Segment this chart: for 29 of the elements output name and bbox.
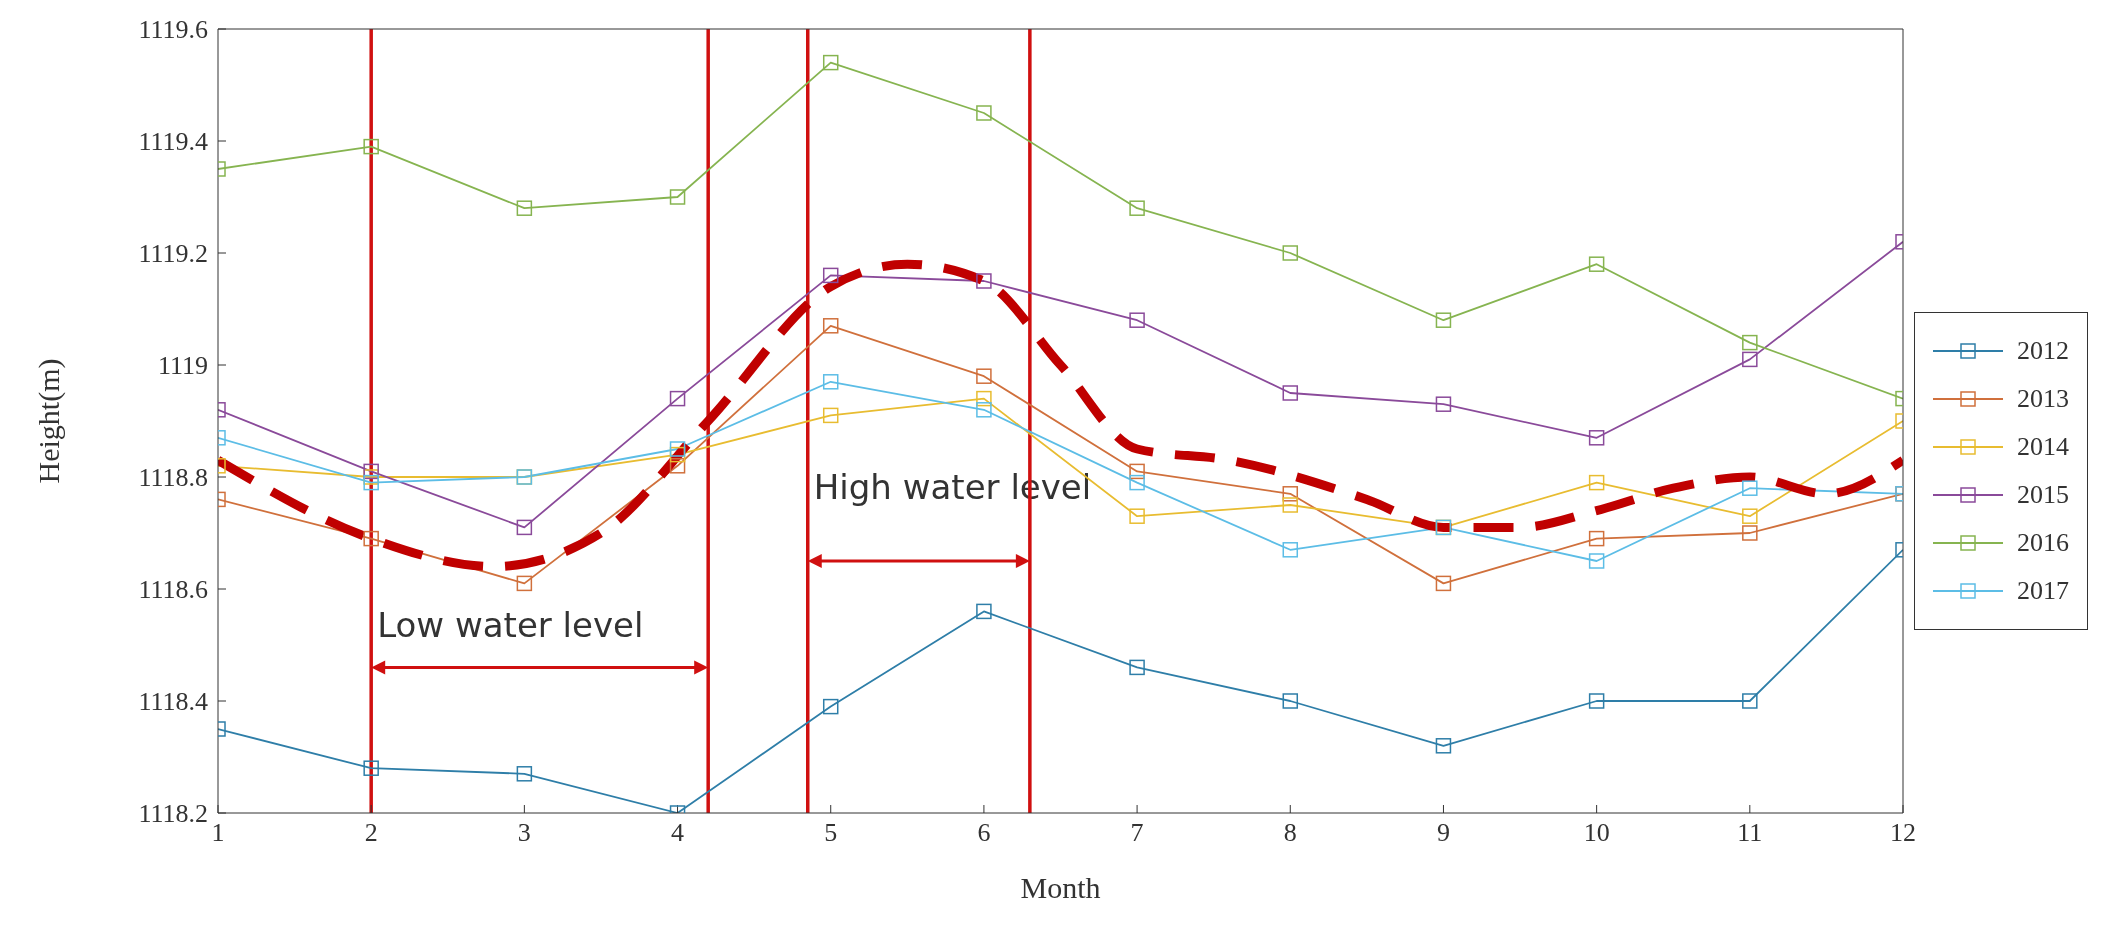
x-tick-label: 6 [977,818,991,848]
x-tick-label: 1 [211,818,225,848]
x-tick-label: 3 [517,818,531,848]
legend-label: 2014 [2017,431,2069,462]
legend-label: 2017 [2017,575,2069,606]
y-tick-label: 1119.6 [138,15,208,45]
x-tick-label: 9 [1436,818,1450,848]
x-tick-label: 2 [364,818,378,848]
y-tick-label: 1118.2 [138,799,208,829]
x-tick-label: 10 [1583,818,1610,848]
x-tick-label: 11 [1737,818,1763,848]
x-tick-label: 8 [1283,818,1297,848]
x-tick-label: 4 [671,818,685,848]
y-axis-title: Height(m) [31,358,66,484]
legend-label: 2016 [2017,527,2069,558]
y-tick-label: 1119.2 [138,239,208,269]
y-tick-label: 1118.4 [138,687,208,717]
legend-label: 2015 [2017,479,2069,510]
legend-label: 2012 [2017,335,2069,366]
y-tick-label: 1118.6 [138,575,208,605]
x-axis-title: Month [1020,871,1101,904]
y-tick-label: 1119 [157,351,208,381]
annotation: Low water level [377,605,644,646]
x-tick-label: 5 [824,818,838,848]
x-tick-label: 12 [1890,818,1916,848]
y-tick-label: 1118.8 [138,463,208,493]
legend-label: 2013 [2017,383,2069,414]
x-tick-label: 7 [1130,818,1144,848]
y-tick-label: 1119.4 [138,127,208,157]
